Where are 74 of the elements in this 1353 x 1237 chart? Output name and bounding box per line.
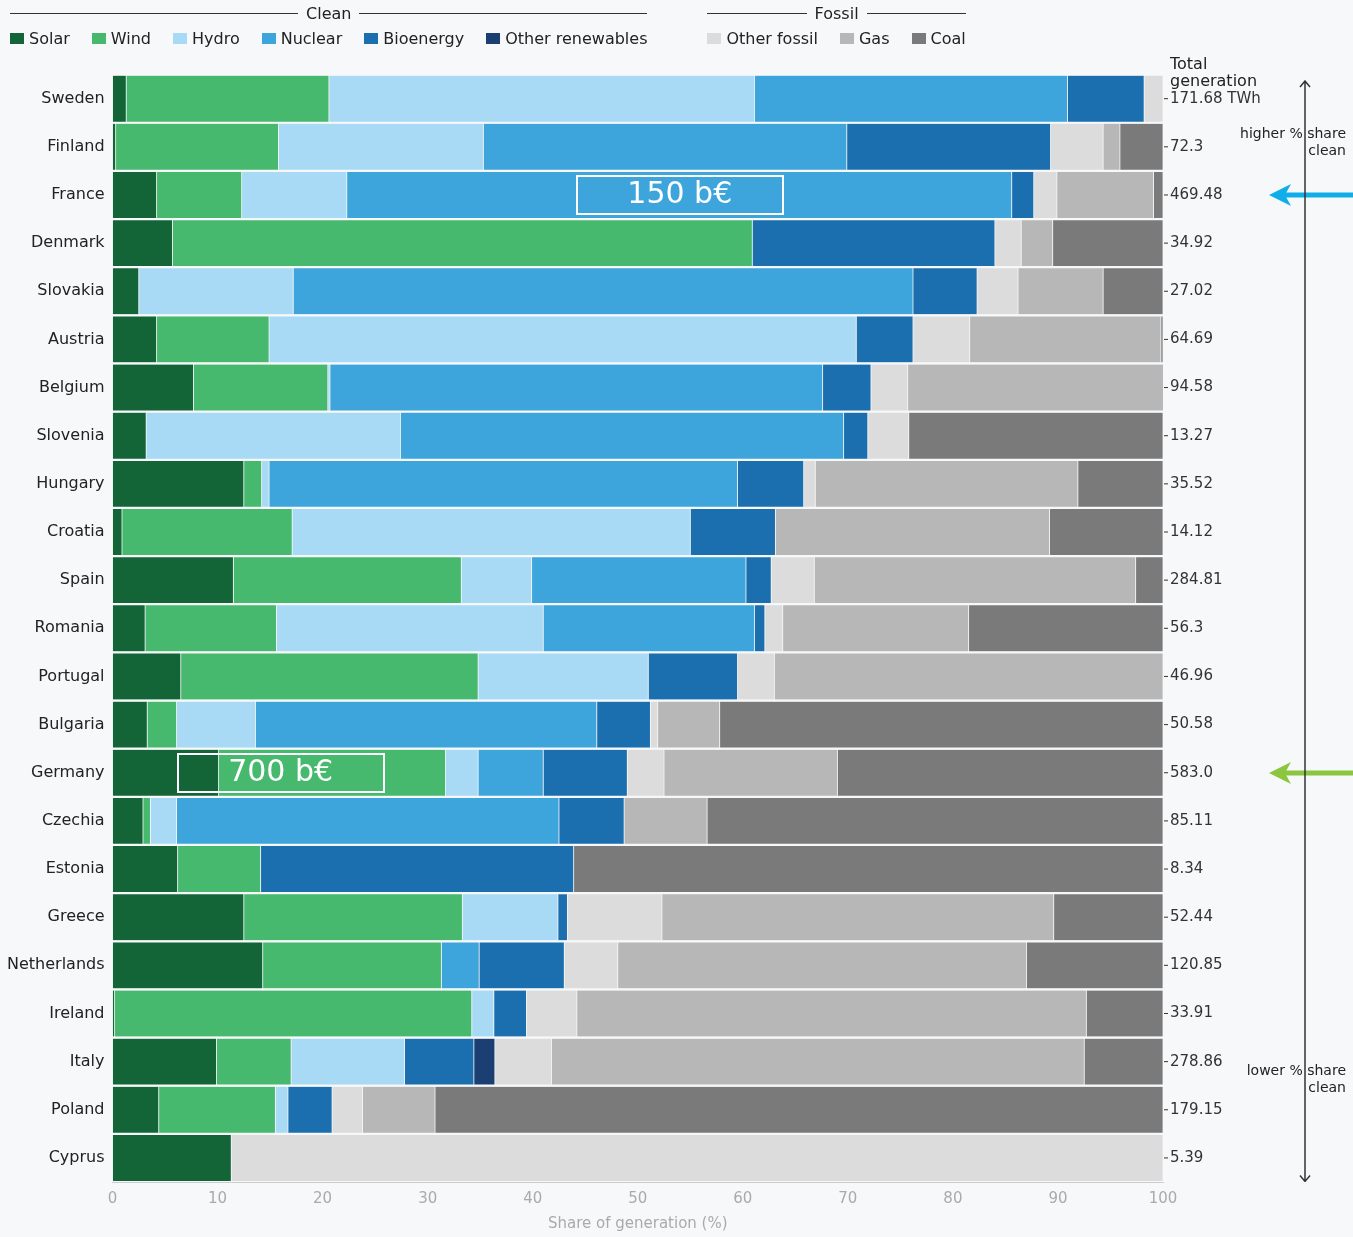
annotation: 85.11	[1170, 810, 1213, 829]
y-tick-label: Poland	[51, 1098, 105, 1118]
text: Fossil	[813, 4, 860, 23]
text: higher % share clean	[1236, 124, 1346, 159]
annotation: 5.39	[1170, 1147, 1204, 1166]
annotation: 64.69	[1170, 329, 1213, 348]
legend-label: Bioenergy	[383, 29, 465, 48]
annotation: 120.85	[1170, 955, 1223, 974]
y-tick-label: Belgium	[38, 376, 105, 396]
annotation: 14.12	[1170, 521, 1213, 540]
annotation: 33.91	[1170, 1003, 1213, 1022]
y-tick-label: Finland	[47, 135, 105, 155]
text: lower % share clean	[1236, 1062, 1346, 1096]
y-tick-label: Netherlands	[7, 954, 105, 974]
annotation: 27.02	[1170, 281, 1213, 300]
annotation: 171.68 TWh	[1170, 88, 1261, 107]
y-tick-label: Spain	[59, 569, 105, 589]
legend-label: Wind	[110, 29, 151, 48]
annotation: 150 b€	[627, 174, 733, 210]
y2-axis-title: Total generation	[1170, 53, 1258, 90]
annotation: 46.96	[1170, 666, 1213, 685]
annotation: 72.3	[1170, 136, 1204, 155]
legend-label: Solar	[29, 29, 70, 48]
y-tick-label: Greece	[47, 906, 105, 926]
x-tick-label: 10	[208, 1188, 228, 1207]
y-tick-label: Germany	[30, 761, 105, 781]
legend-label: Hydro	[192, 29, 240, 48]
annotation: 50.58	[1170, 714, 1213, 733]
y-tick-label: Slovakia	[37, 280, 105, 300]
y-tick-label: Hungary	[36, 473, 105, 493]
y-tick-label: Portugal	[38, 665, 105, 685]
x-tick-label: 20	[313, 1188, 333, 1207]
annotation: 278.86	[1170, 1051, 1223, 1070]
annotation: 583.0	[1170, 762, 1213, 781]
annotation: 284.81	[1170, 570, 1223, 589]
annotation: 56.3	[1170, 618, 1204, 637]
x-tick-label: 0	[107, 1188, 118, 1207]
annotation: 8.34	[1170, 858, 1204, 877]
y-tick-label: Romania	[34, 617, 105, 637]
annotation: 34.92	[1170, 233, 1213, 252]
y-tick-label: Estonia	[45, 858, 105, 878]
annotation: 35.52	[1170, 473, 1213, 492]
y-tick-label: Bulgaria	[38, 713, 105, 733]
legend-label: Coal	[930, 29, 966, 48]
y-tick-label: Italy	[69, 1050, 105, 1070]
y-tick-label: France	[51, 184, 105, 204]
legend-label: Nuclear	[280, 29, 343, 48]
legend-label: Other fossil	[726, 29, 818, 48]
annotation: 179.15	[1170, 1099, 1223, 1118]
x-tick-label: 80	[943, 1188, 963, 1207]
x-tick-label: 100	[1148, 1188, 1178, 1207]
y-tick-label: Ireland	[49, 1002, 105, 1022]
x-tick-label: 50	[628, 1188, 648, 1207]
y-tick-label: Denmark	[30, 232, 106, 252]
x-tick-label: 40	[523, 1188, 543, 1207]
annotation: 700 b€	[228, 752, 334, 788]
x-tick-label: 90	[1048, 1188, 1068, 1207]
legend-label: Other renewables	[505, 29, 648, 48]
annotation: 52.44	[1170, 907, 1213, 926]
y-tick-label: Cyprus	[48, 1147, 105, 1167]
y-tick-label: Czechia	[41, 810, 105, 830]
y-tick-label: Croatia	[47, 521, 105, 541]
annotation: 13.27	[1170, 425, 1213, 444]
y-tick-label: Sweden	[41, 87, 105, 107]
x-tick-label: 70	[838, 1188, 858, 1207]
annotation: 469.48	[1170, 184, 1223, 203]
text: Clean	[305, 4, 353, 23]
y-tick-label: Austria	[48, 328, 105, 348]
x-tick-label: 30	[418, 1188, 438, 1207]
legend-label: Gas	[858, 29, 890, 48]
y-tick-label: Slovenia	[36, 424, 105, 444]
x-tick-label: 60	[733, 1188, 753, 1207]
annotation: 94.58	[1170, 377, 1213, 396]
x-axis-title: Share of generation (%)	[547, 1213, 728, 1232]
